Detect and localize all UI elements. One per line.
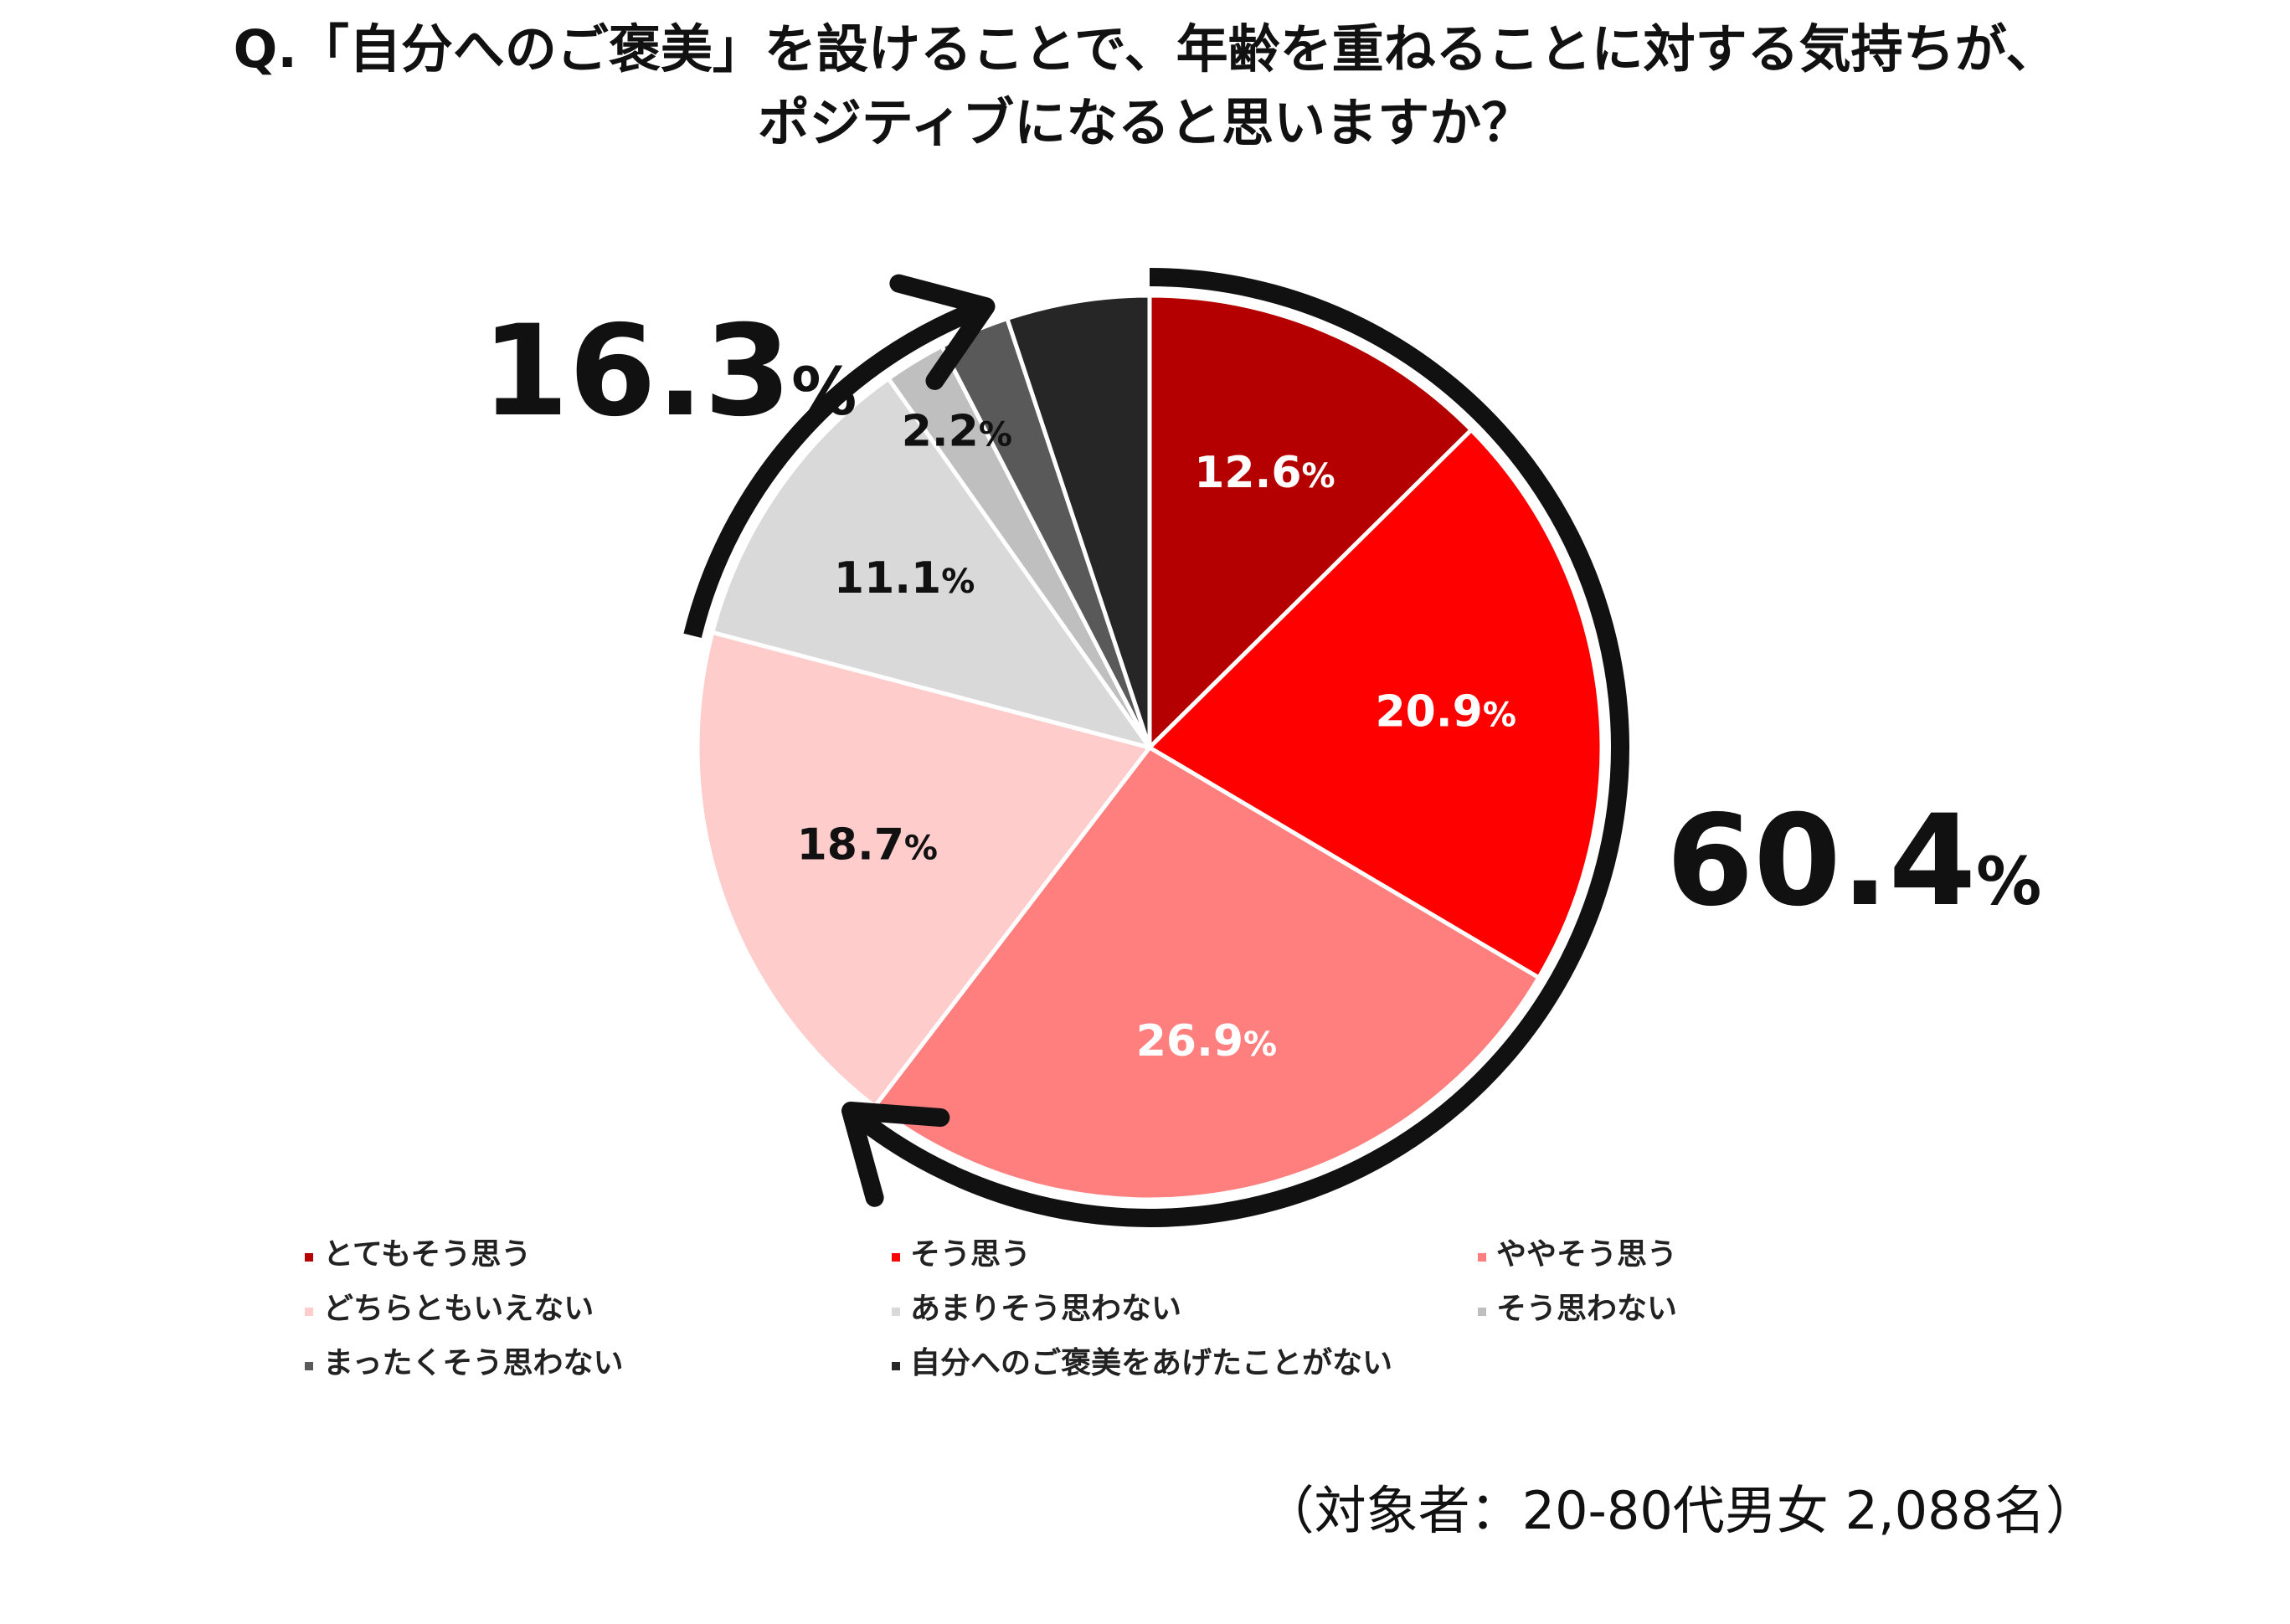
legend-item: そう思わない <box>1478 1292 1677 1326</box>
pie-slice-1 <box>1147 293 1474 750</box>
positive-group-arc <box>845 268 1629 1227</box>
legend-label: どちらともいえない <box>323 1292 594 1326</box>
slice-label-unit: % <box>1302 457 1335 496</box>
group-total-1: 60.4% <box>1666 789 2041 934</box>
legend-item: ややそう思う <box>1478 1237 1677 1272</box>
legend-swatch <box>1478 1308 1486 1316</box>
group-total-2: 16.3% <box>481 299 857 445</box>
slice-label-unit: % <box>941 563 975 601</box>
slice-label-value: 18.7 <box>797 820 904 870</box>
legend-item: 自分へのご褒美をあげたことがない <box>892 1346 1392 1380</box>
pie-slice-8 <box>1005 293 1152 750</box>
legend-label: 自分へのご褒美をあげたことがない <box>910 1346 1392 1380</box>
group-arcs <box>683 268 1629 1227</box>
legend-swatch <box>892 1253 900 1262</box>
slice-label-unit: % <box>904 829 938 867</box>
positive-arrowhead-icon <box>841 1102 950 1207</box>
slice-label-value: 2.2 <box>902 407 979 457</box>
negative-group-arc <box>683 297 990 638</box>
legend-item: あまりそう思わない <box>892 1292 1181 1326</box>
slice-labels: 12.6%20.9%26.9%18.7%11.1%2.2% <box>797 407 1516 1066</box>
slice-label-5: 11.1% <box>834 553 975 604</box>
legend-swatch <box>305 1308 313 1316</box>
legend-label: ややそう思う <box>1496 1237 1677 1272</box>
legend-label: あまりそう思わない <box>910 1292 1181 1326</box>
slice-label-unit: % <box>979 416 1012 455</box>
legend-swatch <box>892 1362 900 1370</box>
slice-label-6: 2.2% <box>902 407 1012 457</box>
footnote: （対象者：20-80代男女 2,088名） <box>1263 1480 2097 1541</box>
slice-label-2: 20.9% <box>1376 686 1516 737</box>
legend-item: とてもそう思う <box>305 1237 531 1272</box>
slice-label-value: 26.9 <box>1136 1016 1243 1066</box>
pie-slices <box>695 293 1604 1202</box>
legend-swatch <box>1478 1253 1486 1262</box>
slice-label-1: 12.6% <box>1194 448 1335 498</box>
pie-slice-3 <box>872 745 1541 1202</box>
group-total-value: 60.4 <box>1666 789 1976 934</box>
legend-label: そう思う <box>910 1237 1031 1272</box>
group-total-unit: % <box>1976 845 2041 920</box>
slice-label-4: 18.7% <box>797 820 938 870</box>
slice-label-unit: % <box>1243 1025 1277 1064</box>
legend-label: とてもそう思う <box>323 1237 531 1272</box>
legend-swatch <box>892 1308 900 1316</box>
slice-label-3: 26.9% <box>1136 1016 1277 1066</box>
group-totals: 60.4%16.3% <box>481 299 2041 934</box>
negative-arrowhead-icon <box>889 274 996 390</box>
title-line-2: ポジティブになると思いますか？ <box>758 92 1533 153</box>
legend-item: どちらともいえない <box>305 1292 594 1326</box>
slice-label-unit: % <box>1483 696 1516 734</box>
slice-label-value: 11.1 <box>834 553 941 604</box>
legend-label: まったくそう思わない <box>323 1346 624 1380</box>
title-line-1: Q.「自分へのご褒美」を設けることで、年齢を重ねることに対する気持ちが、 <box>234 18 2058 80</box>
pie-slice-2 <box>1147 428 1604 980</box>
slice-label-value: 20.9 <box>1376 686 1483 737</box>
slice-label-value: 12.6 <box>1194 448 1301 498</box>
legend-label: そう思わない <box>1496 1292 1677 1326</box>
legend-swatch <box>305 1362 313 1370</box>
legend-swatch <box>305 1253 313 1262</box>
legend-item: そう思う <box>892 1237 1031 1272</box>
pie-slice-5 <box>710 376 1152 750</box>
group-total-unit: % <box>791 355 857 430</box>
pie-slice-4 <box>695 630 1152 1109</box>
group-total-value: 16.3 <box>481 299 791 445</box>
chart-title: Q.「自分へのご褒美」を設けることで、年齢を重ねることに対する気持ちが、ポジティ… <box>234 18 2058 153</box>
legend-item: まったくそう思わない <box>305 1346 624 1380</box>
